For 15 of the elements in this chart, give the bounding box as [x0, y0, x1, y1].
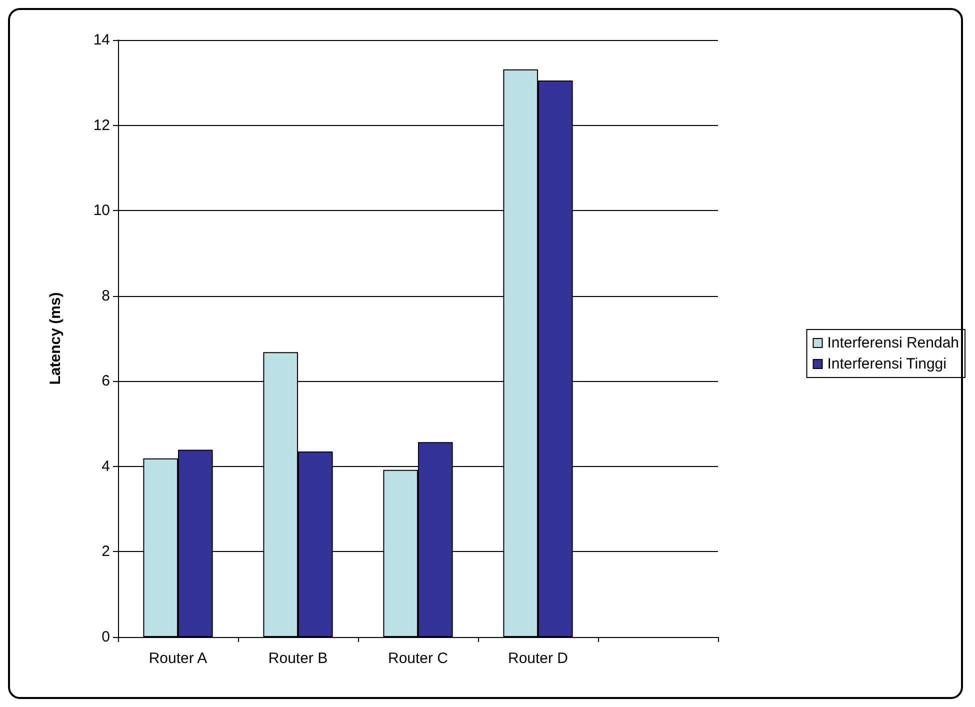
y-tick-label: 10: [93, 202, 110, 220]
x-tick-label: Router D: [508, 650, 568, 667]
legend-label: Interferensi Rendah: [827, 334, 959, 352]
y-tick-label: 8: [102, 287, 110, 304]
y-tick-label: 12: [93, 116, 110, 134]
x-tick-label: Router B: [268, 650, 328, 667]
y-tick-label: 14: [93, 32, 110, 48]
y-axis-title: Latency (ms): [47, 292, 64, 385]
x-tick-label: Router A: [148, 650, 208, 667]
y-tick-label: 6: [102, 372, 110, 390]
x-tick-label: Router C: [388, 650, 448, 667]
y-tick-label: 4: [102, 458, 110, 475]
y-tick-label: 2: [102, 543, 110, 560]
legend-label: Interferensi Tinggi: [827, 356, 946, 372]
y-tick-label: 0: [102, 628, 110, 646]
